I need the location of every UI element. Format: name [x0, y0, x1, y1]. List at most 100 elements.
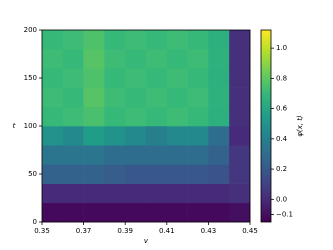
heatmap-cell — [62, 49, 84, 69]
heatmap-cell — [166, 126, 188, 146]
heatmap-cell — [104, 49, 126, 69]
heatmap-cell — [125, 30, 147, 50]
heatmap-cell — [166, 164, 188, 184]
heatmap-cell — [125, 87, 147, 108]
heatmap-cell — [187, 164, 209, 184]
colorbar-tick-label: 1.0 — [276, 44, 287, 52]
heatmap-cell — [187, 145, 209, 165]
x-tick-label: 0.39 — [117, 227, 133, 235]
heatmap-cell — [146, 164, 168, 184]
heatmap-cell — [62, 87, 84, 108]
heatmap-cell — [229, 87, 251, 108]
heatmap-cell — [166, 145, 188, 165]
heatmap-cell — [208, 183, 230, 204]
heatmap-cell — [187, 183, 209, 204]
colorbar-tick-label: 0.8 — [276, 74, 287, 82]
heatmap-cell — [42, 145, 64, 165]
heatmap-cell — [83, 126, 105, 146]
heatmap-cell — [62, 202, 84, 223]
heatmap-cell — [166, 68, 188, 88]
x-tick-label: 0.35 — [34, 227, 50, 235]
heatmap-cell — [42, 202, 64, 223]
heatmap-cell — [62, 183, 84, 204]
heatmap-cell — [208, 202, 230, 223]
heatmap-cell — [187, 106, 209, 127]
heatmap-cell — [187, 126, 209, 146]
heatmap-cell — [62, 164, 84, 184]
heatmap-cell — [125, 68, 147, 88]
heatmap-cell — [187, 87, 209, 108]
heatmap-cell — [42, 49, 64, 69]
colorbar-tick-label: −0.1 — [276, 210, 293, 218]
colorbar-tick-label: 0.4 — [276, 135, 288, 143]
heatmap-cell — [83, 106, 105, 127]
colorbar — [260, 29, 272, 223]
heatmap-cell — [166, 183, 188, 204]
heatmap-cell — [208, 106, 230, 127]
heatmap-cell — [62, 30, 84, 50]
heatmap-cell — [104, 30, 126, 50]
y-tick-label: 100 — [24, 122, 37, 130]
heatmap-cell — [166, 87, 188, 108]
heatmap-cell — [208, 126, 230, 146]
colorbar-tick-label: 0.0 — [276, 195, 287, 203]
heatmap-cell — [125, 126, 147, 146]
heatmap-cell — [104, 164, 126, 184]
x-tick-label: 0.37 — [76, 227, 92, 235]
heatmap-cell — [83, 30, 105, 50]
heatmap-cell — [146, 126, 168, 146]
heatmap-cell — [42, 164, 64, 184]
y-tick-label: 200 — [24, 26, 37, 34]
heatmap-cell — [229, 126, 251, 146]
heatmap-cell — [83, 183, 105, 204]
heatmap-cell — [83, 202, 105, 223]
heatmap-cell — [104, 202, 126, 223]
heatmap-cell — [125, 183, 147, 204]
heatmap-cell — [208, 164, 230, 184]
heatmap-cell — [229, 68, 251, 88]
heatmap-cell — [187, 202, 209, 223]
heatmap-cell — [104, 106, 126, 127]
heatmap-cell — [83, 145, 105, 165]
heatmap-cell — [166, 30, 188, 50]
heatmap-cell — [229, 30, 251, 50]
heatmap-cell — [229, 145, 251, 165]
heatmap-cell — [104, 87, 126, 108]
y-tick-label: 150 — [24, 74, 37, 82]
heatmap-cell — [146, 202, 168, 223]
y-tick-label: 0 — [33, 218, 37, 226]
heatmap-cell — [104, 126, 126, 146]
x-tick-label: 0.45 — [242, 227, 258, 235]
x-tick-label: 0.41 — [159, 227, 175, 235]
heatmap-cell — [104, 145, 126, 165]
x-tick-label: 0.43 — [201, 227, 217, 235]
heatmap-cell — [166, 49, 188, 69]
heatmap-cell — [42, 30, 64, 50]
heatmap-cell — [146, 87, 168, 108]
colorbar-tick-label: 0.2 — [276, 165, 287, 173]
heatmap-cell — [83, 49, 105, 69]
heatmap-cell — [42, 126, 64, 146]
heatmap-cell — [125, 164, 147, 184]
y-tick-label: 50 — [28, 170, 37, 178]
heatmap-cell — [146, 68, 168, 88]
heatmap-cell — [125, 202, 147, 223]
heatmap-cell — [208, 30, 230, 50]
heatmap-cell — [146, 30, 168, 50]
heatmap-cell — [229, 106, 251, 127]
heatmap-cell — [42, 68, 64, 88]
heatmap-cell — [229, 202, 251, 223]
heatmap-cell — [125, 49, 147, 69]
heatmap-cell — [83, 87, 105, 108]
heatmap-cell — [187, 49, 209, 69]
heatmap-cell — [62, 126, 84, 146]
heatmap-cell — [208, 87, 230, 108]
heatmap-cell — [208, 145, 230, 165]
heatmap-cell — [229, 164, 251, 184]
heatmap-cell — [229, 183, 251, 204]
heatmap-cell — [104, 68, 126, 88]
x-axis-label: v — [144, 237, 149, 245]
colorbar-tick-label: 0.6 — [276, 105, 288, 113]
heatmap-cell — [62, 106, 84, 127]
heatmap-cell — [83, 68, 105, 88]
